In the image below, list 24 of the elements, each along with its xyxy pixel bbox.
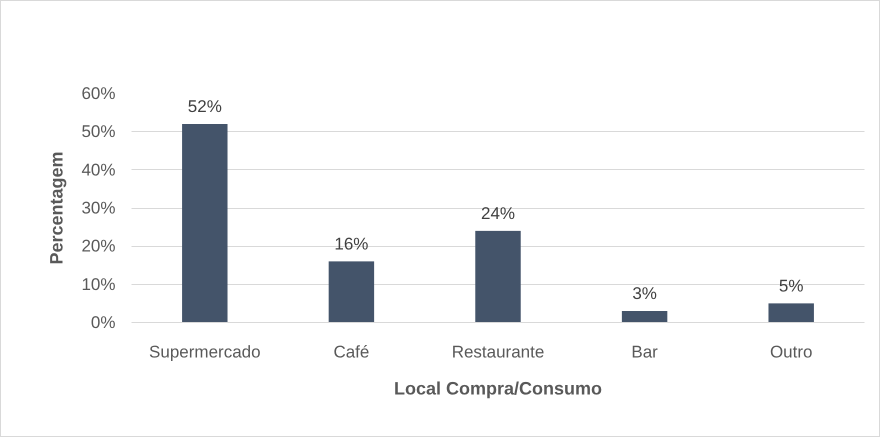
bar [475,230,521,322]
x-tick-label: Supermercado [149,342,261,362]
bar [622,311,668,322]
x-tick-label: Restaurante [452,342,544,362]
y-axis-title: Percentagem [46,151,66,265]
data-label: 16% [334,234,368,254]
y-tick-label: 0% [90,313,116,332]
data-label: 52% [188,97,222,116]
bar [328,261,374,322]
y-tick-label: 50% [81,122,116,142]
x-tick-label: Outro [770,342,812,362]
y-tick-label: 20% [81,236,116,256]
y-tick-label: 60% [81,84,116,103]
data-label: 3% [632,284,657,304]
x-tick-label: Bar [631,342,658,362]
bar [182,124,228,322]
y-tick-label: 30% [81,198,116,218]
data-label: 5% [778,276,804,296]
x-axis-title: Local Compra/Consumo [394,378,602,398]
bar [768,303,814,322]
x-tick-label: Café [333,342,370,362]
y-tick-label: 10% [81,274,116,294]
data-label: 24% [480,204,516,223]
y-tick-label: 40% [81,160,116,180]
